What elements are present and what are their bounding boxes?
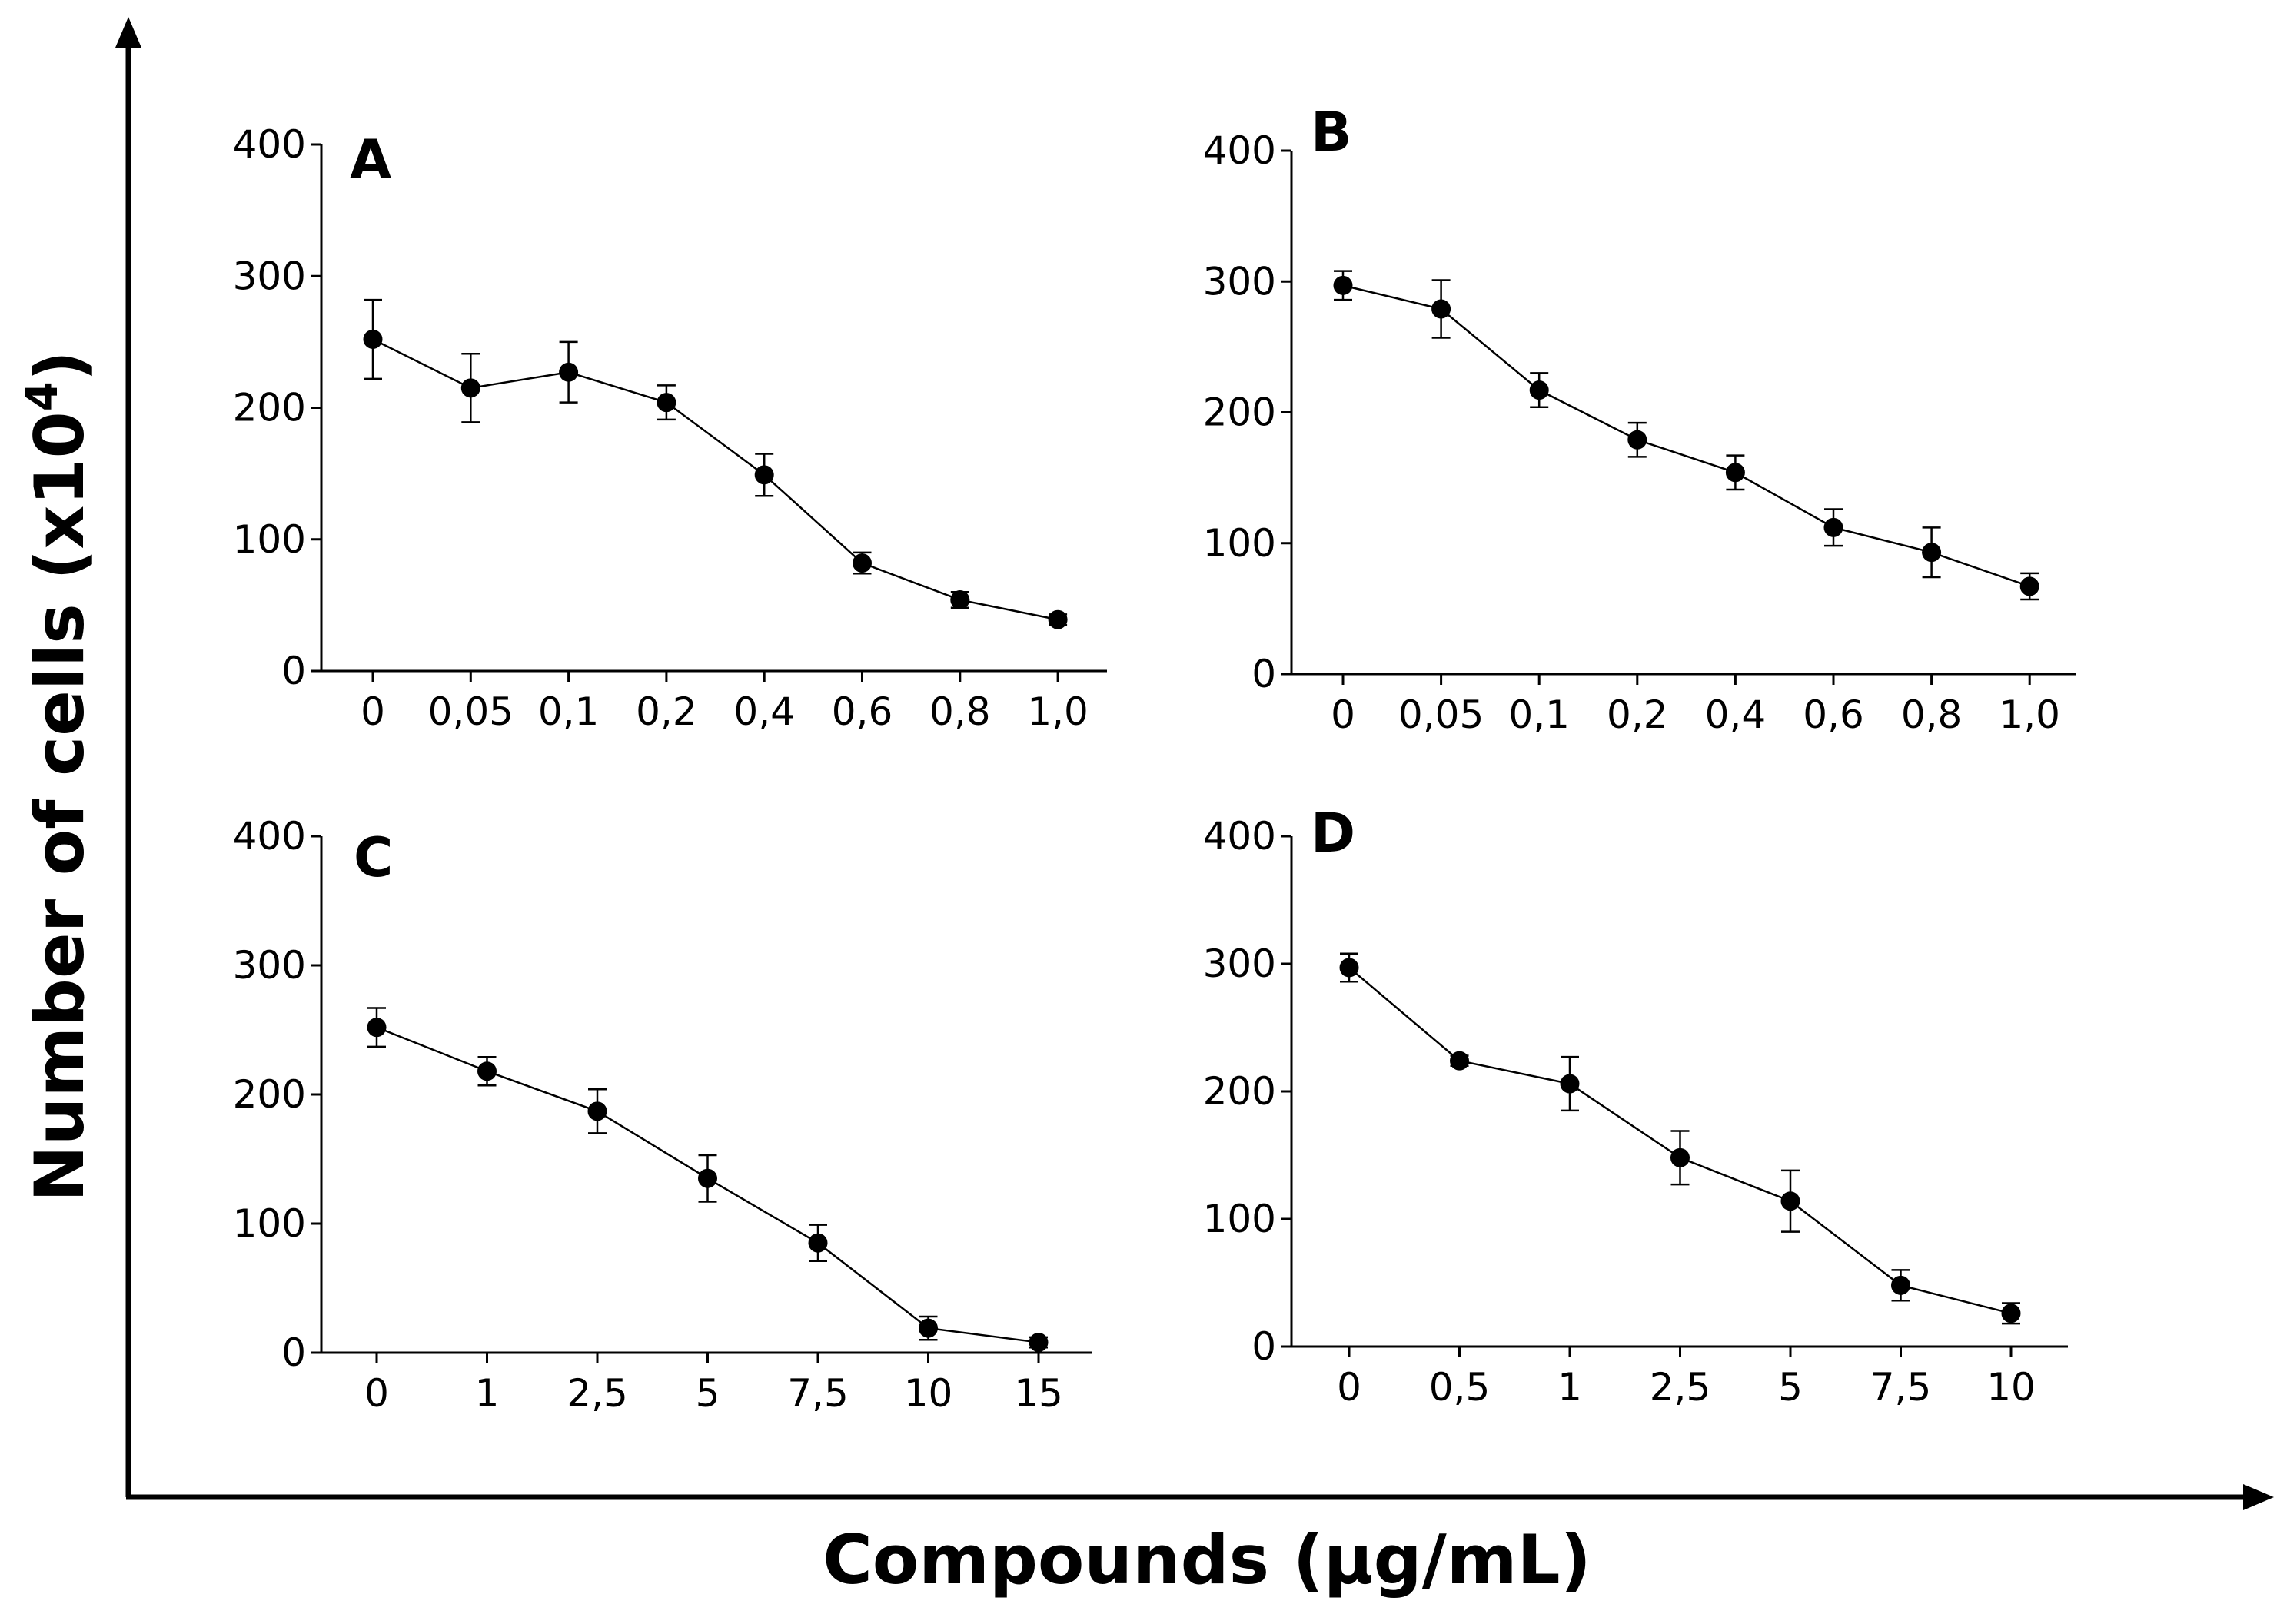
panel-b-y-tick-label: 200 <box>1203 390 1276 435</box>
panel-b-data-point <box>1333 275 1353 295</box>
panel-a-x-tick-label: 0,6 <box>832 689 893 734</box>
panel-b-y-tick-label: 100 <box>1203 521 1276 566</box>
panel-b-x-tick-label: 0,2 <box>1607 692 1668 737</box>
panel-c-x-tick-label: 10 <box>904 1371 953 1416</box>
panel-d-data-point <box>1450 1051 1469 1071</box>
panel-c-y-tick-label: 400 <box>233 814 306 858</box>
outer-x-arrowhead <box>2243 1484 2274 1510</box>
panel-a-x-tick-label: 0,05 <box>428 689 514 734</box>
panel-a-x-tick-label: 0,4 <box>733 689 795 734</box>
panel-d-y-tick-label: 200 <box>1203 1069 1276 1114</box>
panel-d-y-tick-label: 400 <box>1203 814 1276 858</box>
panel-d-data-point <box>1670 1147 1690 1167</box>
panel-d-x-tick-label: 10 <box>1986 1365 2036 1410</box>
panel-c-y-tick-label: 100 <box>233 1201 306 1246</box>
panel-a-data-point <box>950 590 970 610</box>
panel-c-x-tick-label: 1 <box>475 1371 500 1416</box>
panel-a-y-tick-label: 0 <box>281 649 306 693</box>
panel-d-data-point <box>1339 958 1359 978</box>
panel-b-x-tick-label: 0,05 <box>1398 692 1484 737</box>
panel-b-data-point <box>2019 576 2039 596</box>
outer-y-arrowhead <box>115 17 141 48</box>
panel-a-y-tick-label: 400 <box>233 122 306 167</box>
panel-b-x-tick-label: 0,6 <box>1803 692 1864 737</box>
panel-d-y-tick-label: 300 <box>1203 942 1276 986</box>
panel-a: 0 100 200 300 400 0 0,05 0,1 0,2 0,4 0,6 0,8 1,0 A <box>233 122 1107 734</box>
panel-c-data-point <box>1029 1333 1049 1353</box>
panel-a-x-tick-label: 0,1 <box>538 689 600 734</box>
panel-b-x-tick-label: 0,4 <box>1705 692 1767 737</box>
panel-c-x-tick-label: 15 <box>1014 1371 1063 1416</box>
panel-b-x-tick-label: 0,1 <box>1508 692 1570 737</box>
panel-c-y-tick-label: 0 <box>281 1330 306 1375</box>
panel-c-x-tick-label: 5 <box>696 1371 720 1416</box>
panel-d-data-point <box>1891 1275 1910 1295</box>
panel-a-series-line <box>372 338 1059 621</box>
panel-d-label: D <box>1311 802 1355 865</box>
panel-a-data-point <box>754 465 774 485</box>
panel-a-x-tick-label: 0,2 <box>636 689 697 734</box>
panel-a-data-point <box>460 378 480 398</box>
panel-c-y-tick-label: 200 <box>233 1072 306 1117</box>
figure-y-title: Number of cells (x104) <box>18 350 99 1202</box>
panel-c-data-point <box>587 1101 607 1121</box>
panel-b-x-tick-label: 0,8 <box>1901 692 1963 737</box>
panel-b-y-tick-label: 0 <box>1252 652 1276 696</box>
panel-d-x-tick-label: 7,5 <box>1870 1365 1932 1410</box>
panel-a-x-tick-label: 0,8 <box>929 689 991 734</box>
panel-a-data-point <box>1048 609 1068 629</box>
panel-c-data-point <box>698 1168 717 1188</box>
panel-b-y-tick-label: 300 <box>1203 259 1276 304</box>
figure-y-title-superscript: 4 <box>18 381 68 411</box>
panel-b-x-tick-label: 1,0 <box>1999 692 2060 737</box>
panel-a-y-tick-label: 300 <box>233 254 306 298</box>
panel-b-data-point <box>1823 517 1843 537</box>
panel-b-label: B <box>1311 101 1351 164</box>
panel-c-x-tick-label: 0 <box>364 1371 389 1416</box>
panel-d-x-tick-label: 2,5 <box>1650 1365 1711 1410</box>
panel-a-y-tick-label: 200 <box>233 386 306 430</box>
panel-b-data-point <box>1922 543 1942 563</box>
panel-b: 0 100 200 300 400 0 0,05 0,1 0,2 0,4 0,6 0,8 1,0 B <box>1203 101 2076 737</box>
panel-d-data-point <box>1780 1191 1800 1211</box>
panel-a-data-point <box>853 553 872 573</box>
panel-d-y-tick-label: 100 <box>1203 1197 1276 1241</box>
panel-b-y-tick-label: 400 <box>1203 128 1276 173</box>
figure-x-title: Compounds (µg/mL) <box>823 1520 1591 1599</box>
panel-a-label: A <box>350 128 391 191</box>
panel-a-x-tick-label: 1,0 <box>1027 689 1089 734</box>
panel-d-data-point <box>1560 1074 1580 1094</box>
panel-b-data-point <box>1431 299 1451 319</box>
panel-c-data-point <box>808 1233 828 1253</box>
panel-c-data-point <box>919 1318 938 1338</box>
panel-b-data-point <box>1627 430 1647 450</box>
panel-b-series-line <box>1342 284 2030 588</box>
panel-c-y-tick-label: 300 <box>233 943 306 988</box>
panel-d: 0 100 200 300 400 0 0,5 1 2,5 5 7,5 10 D <box>1203 802 2068 1410</box>
panel-a-data-point <box>559 362 579 382</box>
panel-d-x-tick-label: 1 <box>1557 1365 1582 1410</box>
panel-a-y-tick-label: 100 <box>233 517 306 562</box>
panel-a-data-point <box>657 393 676 413</box>
panel-c-x-tick-label: 2,5 <box>567 1371 628 1416</box>
panel-d-data-point <box>2001 1304 2021 1323</box>
panel-c: 0 100 200 300 400 0 1 2,5 5 7,5 10 15 C <box>233 814 1092 1416</box>
panel-b-data-point <box>1529 380 1549 400</box>
panel-d-x-tick-label: 0,5 <box>1429 1365 1491 1410</box>
panel-c-label: C <box>354 826 393 889</box>
panel-b-data-point <box>1725 463 1745 483</box>
panel-c-data-point <box>477 1061 497 1081</box>
panel-d-x-tick-label: 5 <box>1778 1365 1803 1410</box>
panel-a-data-point <box>363 329 383 349</box>
panel-d-y-tick-label: 0 <box>1252 1324 1276 1369</box>
panel-d-x-tick-label: 0 <box>1337 1365 1361 1410</box>
panel-c-data-point <box>367 1018 387 1038</box>
panel-b-x-tick-label: 0 <box>1331 692 1355 737</box>
panel-c-x-tick-label: 7,5 <box>787 1371 849 1416</box>
panel-a-x-tick-label: 0 <box>361 689 385 734</box>
